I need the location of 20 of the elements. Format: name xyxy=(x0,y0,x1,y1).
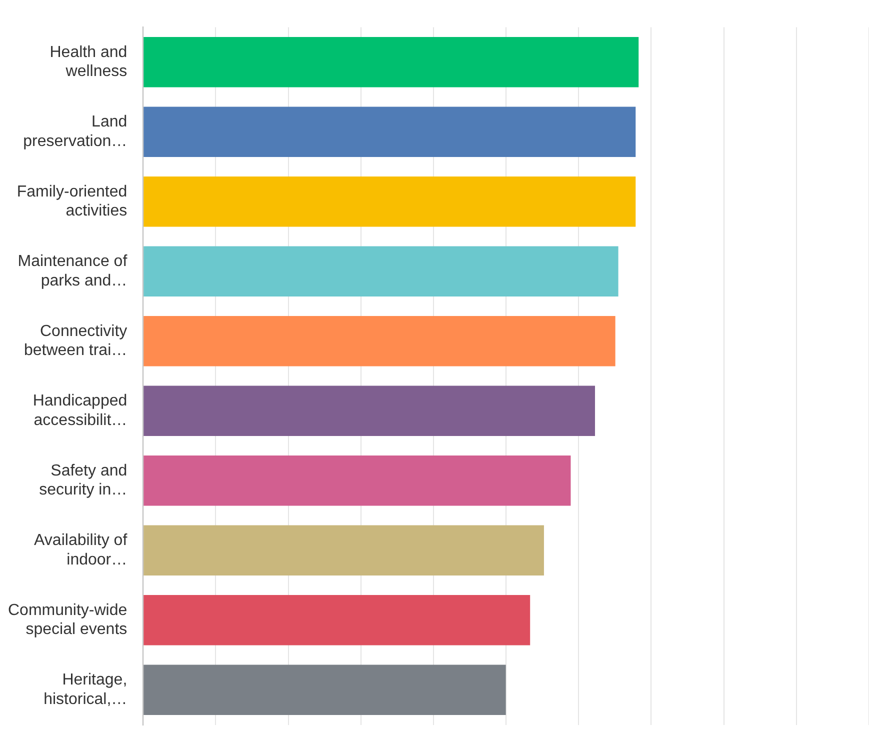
bar xyxy=(144,316,616,366)
y-tick-label: Availability of indoor… xyxy=(34,532,128,568)
y-tick-label: Connectivity between trai… xyxy=(24,322,128,360)
y-tick-label: Health and wellness xyxy=(50,44,128,80)
bar xyxy=(144,176,636,227)
bar xyxy=(144,246,618,296)
y-tick-label: Community-wide special events xyxy=(8,602,128,638)
bar xyxy=(144,106,636,157)
bar xyxy=(144,525,544,576)
bar xyxy=(144,595,530,646)
bar xyxy=(144,456,571,506)
y-tick-label: Family-oriented activities xyxy=(16,183,128,220)
bar xyxy=(144,386,596,436)
y-tick-label: Maintenance of parks and… xyxy=(18,253,128,290)
y-tick-label: Land preservation… xyxy=(23,114,128,150)
bar xyxy=(144,664,506,716)
y-tick-label: Heritage, historical,… xyxy=(44,672,128,708)
y-tick-label: Safety and security in… xyxy=(39,462,128,499)
y-tick-label: Handicapped accessibilit… xyxy=(32,392,128,429)
bar xyxy=(144,36,639,88)
